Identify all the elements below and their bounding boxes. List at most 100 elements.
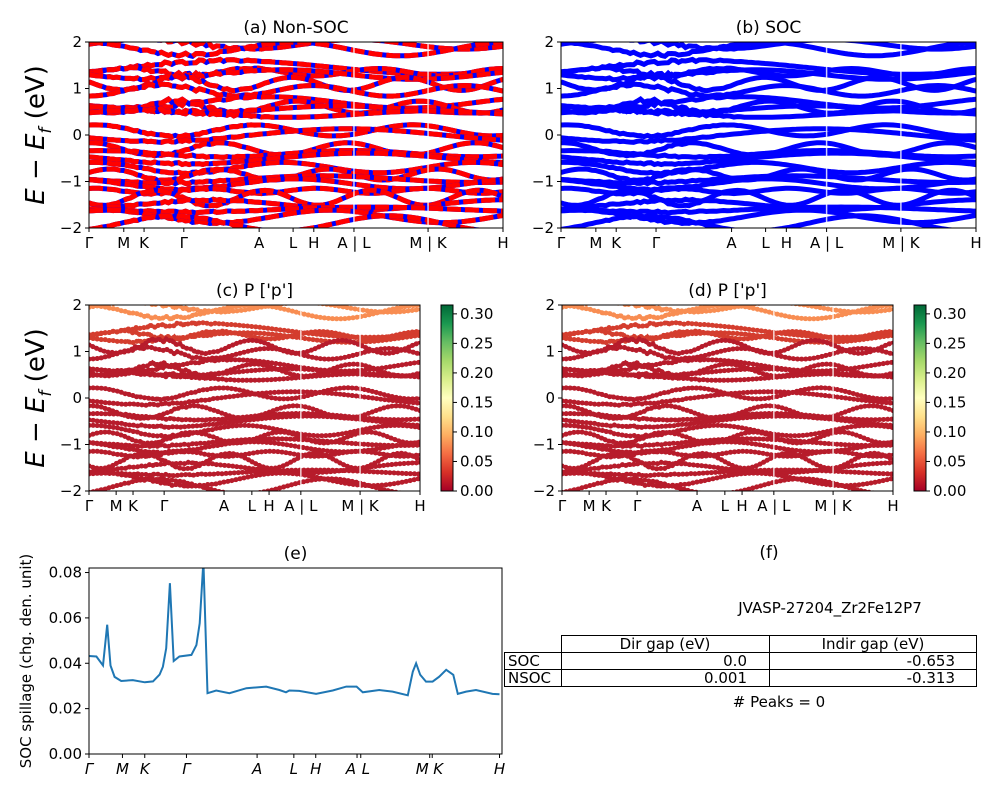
bands [89,42,503,228]
band-ylabel-top: E − Ef (eV) [21,65,56,205]
band-line [89,345,420,362]
band-line [561,72,976,94]
band-line [562,369,893,383]
x-tick-label: Γ [182,760,192,778]
band-line [562,305,893,314]
spillage-line [89,568,500,697]
band-ylabel-middle: E − Ef (eV) [21,328,56,468]
x-tick-label: A | L [284,497,318,515]
x-tick-label: H [736,497,747,515]
band-line [562,336,893,356]
row-label-nsoc: NSOC [508,669,551,687]
band-line [89,449,420,460]
col-header-dir-gap: Dir gap (eV) [620,635,711,653]
band-line [561,67,976,83]
panel-title: (d) P ['p'] [688,281,767,301]
axes-frame [560,41,977,229]
band-line-overlay [89,166,503,184]
x-tick-label: K [433,760,444,778]
y-tick-label: 1 [72,343,82,361]
y-tick-label: 2 [544,33,554,51]
band-line-overlay [89,140,503,159]
panel-f-gap-table: (f) JVASP-27204_Zr2Fe12P7 Dir gap (eV) I… [504,543,977,711]
colorbar-tick-label: 0.25 [460,334,493,352]
x-tick-label: Γ [558,497,567,515]
band-line [89,390,420,408]
colorbar-tick-label: 0.30 [460,305,493,323]
band-line [561,196,976,213]
band-line-overlay [89,81,503,99]
x-tick-label: L [248,497,257,515]
band-line [561,95,976,116]
panel-title: (a) Non-SOC [243,18,348,38]
panel-title: (c) P ['p'] [216,281,293,301]
x-tick-label: Γ [652,234,661,252]
x-tick-label: H [497,234,508,252]
x-tick-label: K [139,234,150,252]
spillage-series [89,568,500,697]
y-tick-label: −2 [60,482,82,500]
x-tick-label: K [601,497,612,515]
x-tick-label: Γ [180,234,189,252]
y-tick-label: −1 [532,173,554,191]
x-tick-label: K [611,234,622,252]
y-tick-label: 1 [545,343,555,361]
x-tick-label: Γ [557,234,566,252]
y-tick-label: 0 [545,389,555,407]
colorbar-tick-label: 0.10 [933,423,966,441]
bands [561,42,976,228]
bands [562,305,893,491]
band-line [89,328,420,343]
x-tick-label: A [692,497,703,515]
ylabel-main: E − E [21,396,51,468]
band-line [89,423,420,439]
y-tick-label: 0 [544,126,554,144]
nsoc-dir-gap: 0.001 [704,669,747,687]
y-tick-label: 0 [72,389,82,407]
spillage-ylabel: SOC spillage (chg. den. unit) [17,554,35,769]
x-tick-label: Γ [633,497,642,515]
x-tick-label: A [345,760,356,778]
band-line [562,437,893,449]
band-line-overlay [89,204,503,216]
x-tick-label: Γ [85,760,95,778]
x-tick-label: M [589,234,602,252]
colorbar-tick-label: 0.15 [460,393,493,411]
x-tick-label: L [290,760,298,778]
band-line [89,414,420,430]
colorbar [440,304,454,492]
band-line-overlay [89,106,503,120]
y-tick-label: 2 [72,33,82,51]
colorbar-tick-label: 0.30 [933,305,966,323]
x-tick-label: A | L [337,234,371,252]
y-tick-label: 2 [72,296,82,314]
ylabel-main: E − E [21,133,51,205]
band-line [562,390,893,408]
band-line [89,468,420,478]
x-tick-label: M [110,497,123,515]
axes-frame [88,567,503,755]
table-grid [504,635,977,687]
colorbar-tick-label: 0.25 [933,334,966,352]
band-line [561,64,976,81]
band-line [562,328,893,343]
x-tick-label: H [781,234,792,252]
bands [89,305,420,491]
y-tick-label: 0.00 [49,745,82,763]
x-tick-label: K [128,497,139,515]
x-tick-label: A | L [810,234,844,252]
x-tick-label: M | K [882,234,921,252]
band-line [561,106,976,120]
band-line [89,460,420,475]
band-line [561,42,976,60]
col-header-indir-gap: Indir gap (eV) [822,635,925,653]
x-tick-label: H [887,497,898,515]
band-line-overlay [89,196,503,213]
band-line [561,213,958,228]
y-tick-label: 1 [72,80,82,98]
colorbar-tick-label: 0.10 [460,423,493,441]
x-tick-label: L [761,234,770,252]
band-line [562,359,893,378]
